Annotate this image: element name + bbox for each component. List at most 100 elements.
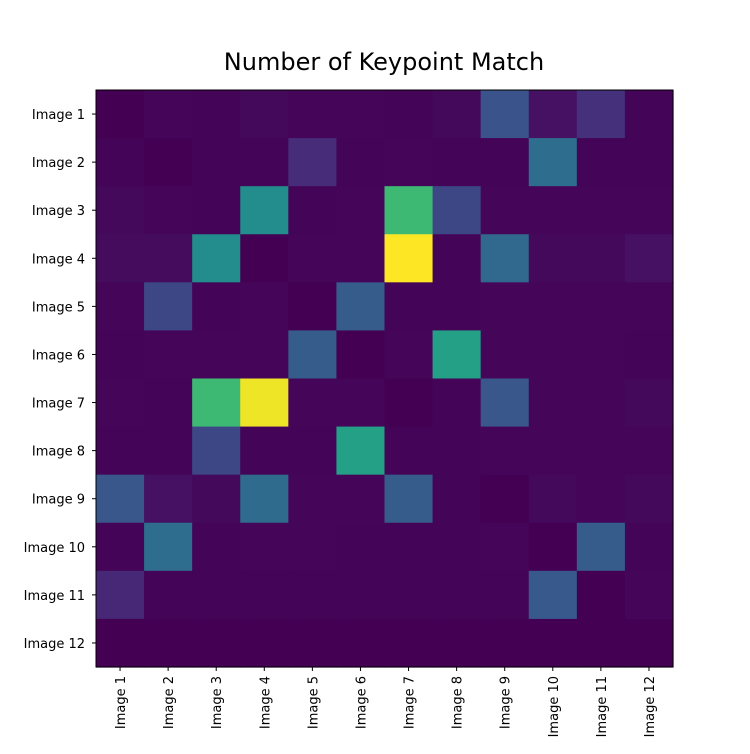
- heatmap-cell: [432, 570, 482, 620]
- heatmap-cell: [576, 474, 626, 524]
- heatmap-cell: [336, 90, 386, 139]
- heatmap-cell: [192, 570, 241, 620]
- heatmap-cell: [144, 186, 193, 235]
- heatmap-cell: [144, 570, 193, 620]
- heatmap-cell: [480, 234, 530, 283]
- heatmap-cell: [288, 474, 338, 524]
- x-tick-label: Image 2: [162, 676, 177, 729]
- heatmap-cell: [576, 234, 626, 283]
- heatmap-cell: [624, 474, 674, 524]
- heatmap-cell: [432, 330, 482, 380]
- heatmap-cell: [288, 138, 338, 187]
- heatmap-cell: [240, 426, 289, 476]
- heatmap-cell: [576, 282, 626, 332]
- y-tick-label: Image 1: [32, 108, 85, 123]
- y-tick-label: Image 12: [24, 637, 85, 652]
- heatmap-cell: [624, 426, 674, 476]
- heatmap-cell: [624, 186, 674, 235]
- heatmap-cell: [144, 330, 193, 380]
- y-tick-label: Image 5: [32, 300, 85, 315]
- heatmap-cell: [480, 138, 530, 187]
- y-tick-label: Image 6: [32, 348, 85, 363]
- heatmap-cell: [288, 282, 338, 332]
- heatmap-cell: [336, 570, 386, 620]
- y-tick-label: Image 2: [32, 156, 85, 171]
- heatmap-cell: [288, 234, 338, 283]
- heatmap-cell: [480, 186, 530, 235]
- heatmap-cell: [528, 234, 578, 283]
- heatmap-cell: [192, 282, 241, 332]
- heatmap-cell: [336, 522, 386, 572]
- heatmap-cell: [144, 522, 193, 572]
- heatmap-cell: [144, 138, 193, 187]
- heatmap-cell: [336, 330, 386, 380]
- heatmap-cell: [96, 570, 145, 620]
- heatmap-cell: [240, 186, 289, 235]
- heatmap-cell: [480, 618, 530, 668]
- x-tick-label: Image 9: [499, 676, 514, 729]
- heatmap-cell: [576, 378, 626, 428]
- heatmap-cell: [96, 474, 145, 524]
- heatmap-cell: [336, 186, 386, 235]
- heatmap-cell: [528, 90, 578, 139]
- heatmap-cell: [384, 90, 434, 139]
- heatmap-cell: [576, 90, 626, 139]
- heatmap-cell: [192, 474, 241, 524]
- heatmap-cell: [288, 618, 338, 668]
- heatmap-cell: [624, 522, 674, 572]
- heatmap-cell: [384, 186, 434, 235]
- heatmap-cell: [480, 474, 530, 524]
- heatmap-cell: [624, 570, 674, 620]
- heatmap-cell: [432, 234, 482, 283]
- heatmap-cell: [384, 426, 434, 476]
- plot-frame: [95, 89, 674, 668]
- heatmap-cell: [240, 138, 289, 187]
- x-tick-label: Image 11: [595, 676, 610, 737]
- heatmap-cell: [384, 138, 434, 187]
- heatmap-cell: [480, 330, 530, 380]
- heatmap-cell: [480, 570, 530, 620]
- heatmap-cell: [480, 378, 530, 428]
- heatmap-cell: [624, 618, 674, 668]
- heatmap-cell: [288, 522, 338, 572]
- x-tick-label: Image 4: [258, 676, 273, 729]
- heatmap-cell: [576, 570, 626, 620]
- heatmap-cell: [240, 570, 289, 620]
- heatmap-cell: [96, 522, 145, 572]
- heatmap-cell: [576, 138, 626, 187]
- heatmap-cell: [96, 426, 145, 476]
- heatmap-cell: [384, 234, 434, 283]
- heatmap-cell: [528, 474, 578, 524]
- heatmap-cell: [192, 378, 241, 428]
- heatmap-cell: [480, 426, 530, 476]
- heatmap-cell: [96, 618, 145, 668]
- heatmap-cell: [240, 330, 289, 380]
- heatmap-cell: [96, 138, 145, 187]
- y-tick-label: Image 11: [24, 589, 85, 604]
- heatmap-cell: [432, 138, 482, 187]
- heatmap-cell: [96, 378, 145, 428]
- heatmap-cell: [240, 282, 289, 332]
- heatmap-cell: [336, 426, 386, 476]
- heatmap-cell: [624, 234, 674, 283]
- heatmap-cell: [528, 138, 578, 187]
- heatmap-cell: [432, 282, 482, 332]
- heatmap-cell: [576, 330, 626, 380]
- heatmap-cell: [432, 426, 482, 476]
- heatmap-cell: [528, 618, 578, 668]
- heatmap-cell: [96, 234, 145, 283]
- x-tick-label: Image 5: [306, 676, 321, 729]
- heatmap-cell: [576, 522, 626, 572]
- heatmap-cell: [192, 522, 241, 572]
- heatmap-cell: [288, 330, 338, 380]
- heatmap-cell: [144, 234, 193, 283]
- heatmap-cell: [96, 282, 145, 332]
- heatmap-cell: [528, 330, 578, 380]
- heatmap-cell: [192, 90, 241, 139]
- heatmap-cell: [336, 474, 386, 524]
- heatmap-cell: [432, 522, 482, 572]
- y-tick-label: Image 4: [32, 252, 85, 267]
- x-axis: Image 1 Image 2 Image 3 Image 4 Image 5 Image…: [114, 667, 658, 737]
- x-tick-label: Image 1: [114, 676, 129, 729]
